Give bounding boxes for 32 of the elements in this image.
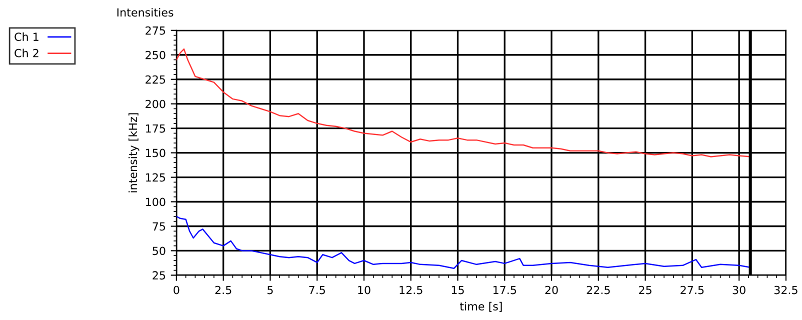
legend-label: Ch 2 [14,48,38,58]
x-tick-label: 27.5 [680,286,704,294]
x-tick-label: 12.5 [400,286,422,294]
y-tick-label: 175 [146,124,166,133]
x-tick-label: 20 [545,286,558,294]
y-tick-label: 100 [146,198,166,206]
x-tick-label: 22.5 [586,286,610,294]
y-tick-label: 25 [152,271,166,280]
y-tick-label: 75 [152,222,166,231]
x-tick-label: 10 [358,286,370,294]
y-tick-label: 50 [152,246,166,256]
legend-label: Ch 1 [14,32,38,41]
line-series [176,216,751,269]
x-tick-label: 30 [732,286,746,294]
y-tick-label: 125 [146,173,166,182]
line-series [176,48,751,158]
x-tick-label: 2.5 [215,286,232,294]
y-tick-label: 200 [146,100,166,108]
x-tick-label: 7.5 [309,286,325,294]
x-axis-title: time [s] [460,302,502,312]
y-tick-label: 150 [146,148,166,158]
y-axis-title: intensity [kHz] [128,113,140,192]
x-tick-label: 32.5 [774,286,798,294]
x-tick-label: 15 [452,286,464,294]
y-tick-label: 250 [146,50,166,60]
y-tick-label: 275 [146,26,166,35]
x-tick-label: 25 [639,286,652,294]
x-tick-label: 5 [268,286,273,294]
x-tick-label: 0 [174,286,180,294]
x-tick-label: 17.5 [493,286,516,294]
y-tick-label: 225 [146,75,166,84]
chart-title: Intensities [117,8,174,17]
